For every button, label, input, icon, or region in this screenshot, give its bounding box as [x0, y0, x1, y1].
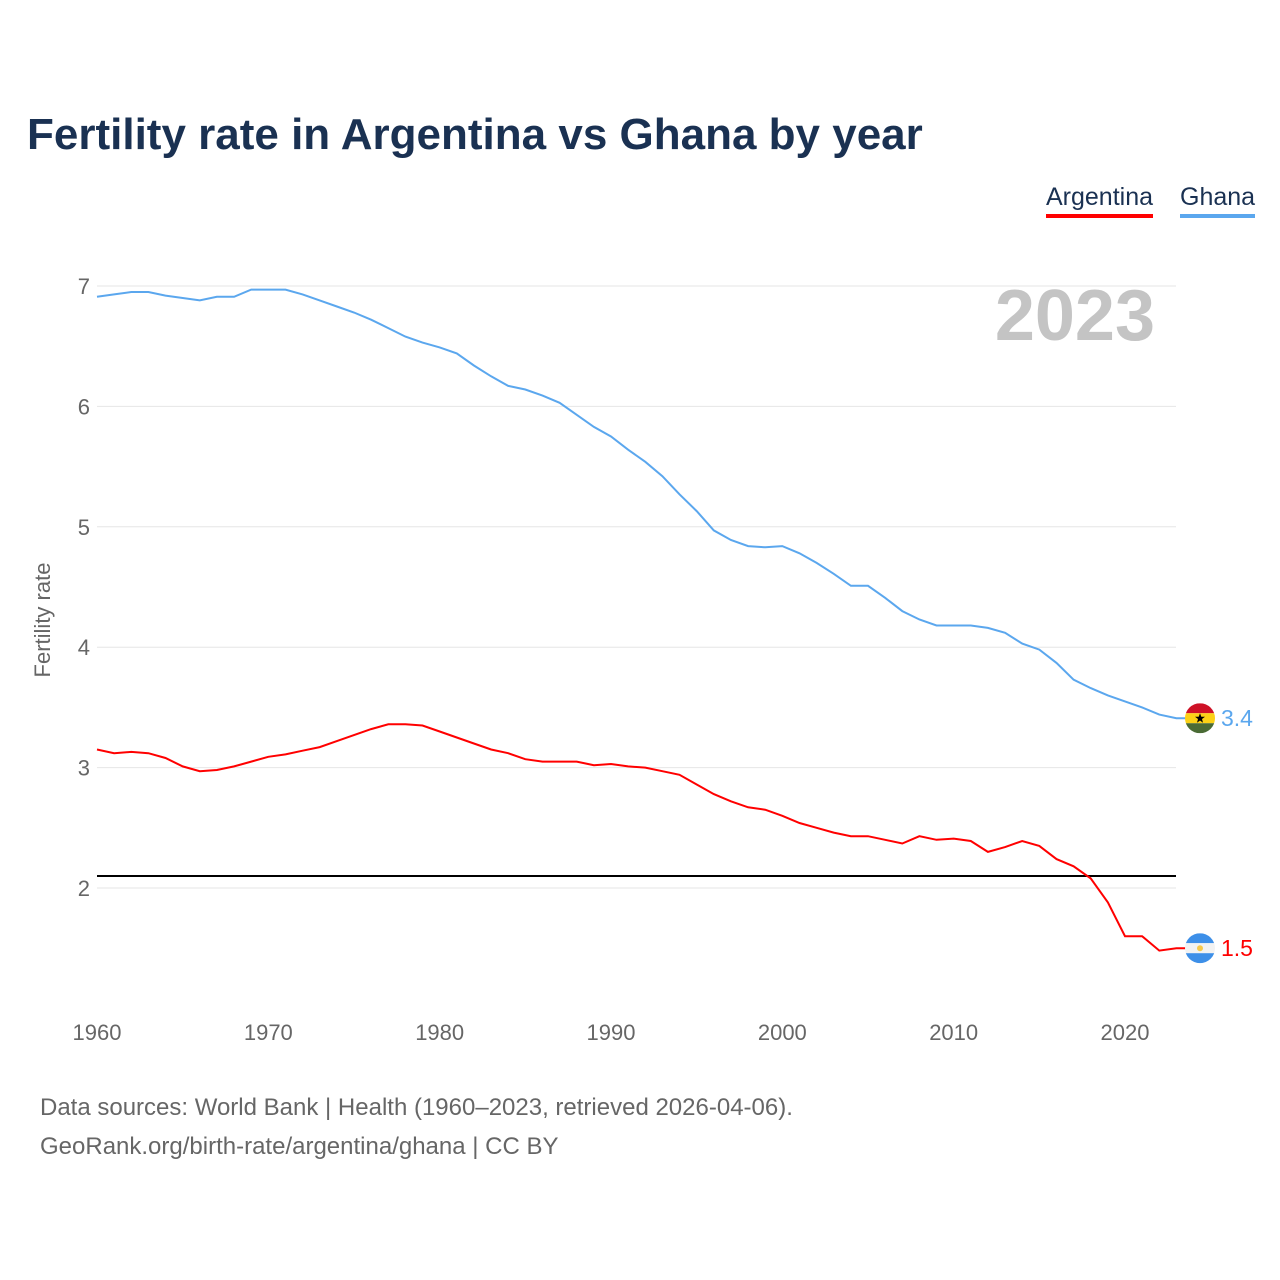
x-tick-label: 2000 — [758, 1020, 807, 1045]
flag-stripe — [1185, 953, 1215, 964]
argentina-flag-icon — [1185, 933, 1215, 964]
x-tick-label: 1970 — [244, 1020, 293, 1045]
end-value-label: 3.4 — [1221, 705, 1253, 731]
y-tick-label: 2 — [78, 876, 90, 901]
source-line-2[interactable]: GeoRank.org/birth-rate/argentina/ghana |… — [40, 1133, 559, 1160]
legend-ghana[interactable]: Ghana — [1180, 183, 1256, 218]
flag-stripe — [1185, 723, 1215, 734]
x-tick-label: 1960 — [73, 1020, 122, 1045]
y-tick-label: 6 — [78, 394, 90, 419]
series-line-argentina — [96, 723, 1187, 952]
x-tick-label: 1990 — [587, 1020, 636, 1045]
x-tick-label: 2020 — [1101, 1020, 1150, 1045]
x-tick-label: 2010 — [929, 1020, 978, 1045]
x-tick-label: 1980 — [415, 1020, 464, 1045]
source-note: Data sources: World Bank | Health (1960–… — [40, 1088, 793, 1166]
flag-stripes — [1185, 933, 1215, 964]
ghana-flag-icon — [1185, 703, 1215, 734]
flag-star — [1195, 713, 1205, 723]
y-axis-label: Fertility rate — [30, 563, 55, 678]
end-value-label: 1.5 — [1221, 935, 1253, 961]
legend-argentina[interactable]: Argentina — [1046, 183, 1154, 218]
series-line-ghana — [96, 288, 1187, 720]
flag-stripes — [1185, 703, 1215, 734]
flag-stripe — [1185, 933, 1215, 944]
y-tick-label: 5 — [78, 515, 90, 540]
source-line-1: Data sources: World Bank | Health (1960–… — [40, 1094, 793, 1121]
year-label: 2023 — [995, 276, 1155, 356]
flag-sun — [1197, 945, 1203, 952]
y-tick-label: 4 — [78, 635, 90, 660]
flag-stripe — [1185, 703, 1215, 714]
y-tick-label: 7 — [78, 274, 90, 299]
y-tick-label: 3 — [78, 756, 90, 781]
chart-title: Fertility rate in Argentina vs Ghana by … — [27, 110, 923, 159]
